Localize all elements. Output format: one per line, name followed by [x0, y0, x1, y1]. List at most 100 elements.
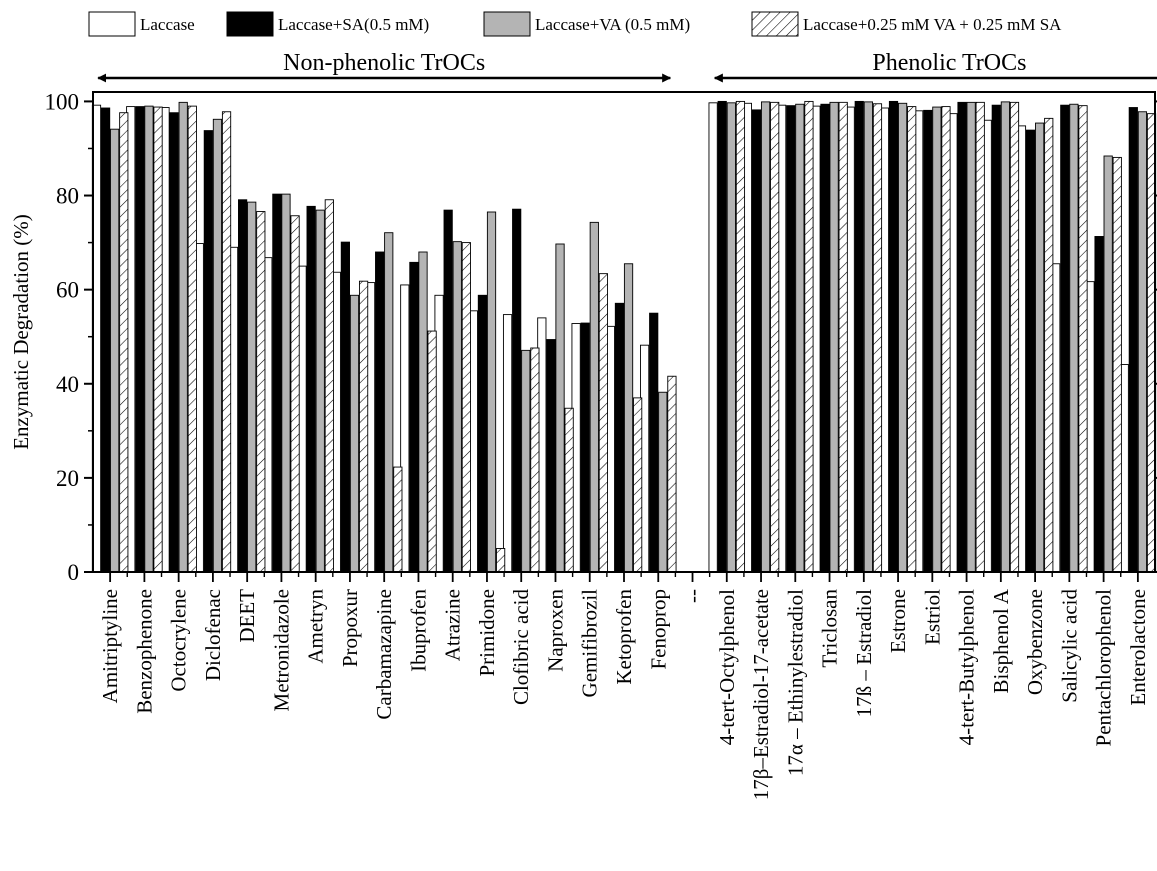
- bar-amitriptyline-laccase-0-25-mm-va-0-25-mm-sa: [119, 112, 129, 573]
- bar-4-tert-butylphenol-laccase-sa-0-5-mm: [957, 101, 967, 573]
- bar-primidone-laccase-va-0-5-mm: [486, 211, 497, 573]
- legend-swatch-laccase-sa-0-5-mm: [226, 11, 274, 37]
- bar-salicylic-acid-laccase-0-25-mm-va-0-25-mm-sa: [1078, 105, 1088, 573]
- bar-pentachlorophenol-laccase-0-25-mm-va-0-25-mm-sa: [1112, 156, 1122, 573]
- bar-17-ethinylestradiol-laccase-0-25-mm-va-0-25-mm-sa: [804, 100, 814, 573]
- x-tick-label-bisphenol-a: Bisphenol A: [989, 588, 1013, 693]
- bar-benzophenone-laccase-0-25-mm-va-0-25-mm-sa: [153, 106, 163, 573]
- bar-4-tert-octylphenol-laccase-va-0-5-mm: [726, 102, 736, 573]
- bar-primidone-laccase-0-25-mm-va-0-25-mm-sa: [496, 548, 506, 573]
- legend-label-laccase-sa-0-5-mm: Laccase+SA(0.5 mM): [278, 15, 429, 34]
- bar-salicylic-acid-laccase-sa-0-5-mm: [1060, 104, 1070, 573]
- bar-enterolactone-laccase-va-0-5-mm: [1137, 111, 1148, 573]
- bar-clofibric-acid-laccase-va-0-5-mm: [521, 349, 531, 573]
- bar-17-estradiol-laccase-0-25-mm-va-0-25-mm-sa: [872, 103, 883, 573]
- x-tick-label-atrazine: Atrazine: [441, 589, 465, 661]
- x-tick-label-pentachlorophenol: Pentachlorophenol: [1092, 589, 1116, 747]
- bar-fenoprop-laccase-va-0-5-mm: [658, 391, 668, 573]
- bar-ibuprofen-laccase-sa-0-5-mm: [409, 261, 419, 573]
- x-tick-label-clofibric-acid: Clofibric acid: [509, 589, 533, 706]
- bar-ketoprofen-laccase-va-0-5-mm: [623, 263, 634, 573]
- x-tick-label-primidone: Primidone: [475, 589, 499, 677]
- bar-naproxen-laccase-0-25-mm-va-0-25-mm-sa: [564, 407, 574, 573]
- bar-17-estradiol-17-acetate-laccase-va-0-5-mm: [760, 101, 771, 573]
- bar-bisphenol-a-laccase-va-0-5-mm: [1000, 101, 1010, 573]
- bar-amitriptyline-laccase-sa-0-5-mm: [100, 107, 111, 573]
- x-tick-label-amitriptyline: Amitriptyline: [98, 589, 122, 703]
- x-tick-label-17-estradiol: 17ß – Estradiol: [852, 589, 876, 717]
- bar-pentachlorophenol-laccase-sa-0-5-mm: [1094, 236, 1104, 573]
- x-tick-label-gemifibrozil: Gemifibrozil: [578, 589, 602, 698]
- bar-estriol-laccase-0-25-mm-va-0-25-mm-sa: [941, 106, 951, 573]
- bar-deet-laccase-0-25-mm-va-0-25-mm-sa: [256, 211, 266, 573]
- bar-diclofenac-laccase-0-25-mm-va-0-25-mm-sa: [221, 111, 232, 573]
- y-tick-label: 20: [56, 466, 79, 491]
- bar-ketoprofen-laccase-sa-0-5-mm: [614, 302, 625, 573]
- legend-swatch-laccase: [88, 11, 136, 37]
- bar-estrone-laccase-sa-0-5-mm: [888, 100, 899, 573]
- bar-naproxen-laccase-sa-0-5-mm: [546, 339, 556, 573]
- bar-17-estradiol-17-acetate-laccase-sa-0-5-mm: [751, 109, 762, 573]
- x-tick-label-enterolactone: Enterolactone: [1126, 589, 1150, 706]
- bar-salicylic-acid-laccase-va-0-5-mm: [1069, 103, 1079, 573]
- bar-triclosan-laccase-sa-0-5-mm: [820, 103, 830, 573]
- x-tick-label-oxybenzone: Oxybenzone: [1023, 589, 1047, 695]
- x-tick-label-17-estradiol-17-acetate: 17β–Estradiol-17-acetate: [749, 589, 773, 800]
- bar-fenoprop-laccase-sa-0-5-mm: [649, 312, 659, 573]
- bar-carbamazapine-laccase-0-25-mm-va-0-25-mm-sa: [393, 466, 403, 573]
- group-label-phenolic-trocs: Phenolic TrOCs: [872, 50, 1026, 76]
- x-tick-label-triclosan: Triclosan: [818, 589, 842, 668]
- y-tick-label: 40: [56, 372, 79, 397]
- y-tick-label: 100: [45, 89, 80, 114]
- bar-octocrylene-laccase-va-0-5-mm: [178, 101, 188, 573]
- bar-17-ethinylestradiol-laccase-sa-0-5-mm: [786, 105, 796, 573]
- bar-estriol-laccase-sa-0-5-mm: [923, 109, 933, 573]
- bar-gemifibrozil-laccase-va-0-5-mm: [589, 221, 599, 573]
- bar-metronidazole-laccase-0-25-mm-va-0-25-mm-sa: [290, 215, 300, 573]
- bar-oxybenzone-laccase-0-25-mm-va-0-25-mm-sa: [1044, 117, 1054, 573]
- y-axis-label: Enzymatic Degradation (%): [9, 214, 33, 450]
- x-tick-label-diclofenac: Diclofenac: [201, 589, 225, 681]
- group-label-non-phenolic-trocs: Non-phenolic TrOCs: [283, 50, 485, 76]
- legend-label-laccase-va-0-5-mm: Laccase+VA (0.5 mM): [535, 15, 690, 34]
- x-tick-label-naproxen: Naproxen: [543, 589, 567, 672]
- bar-atrazine-laccase-va-0-5-mm: [452, 241, 462, 573]
- bar-17-estradiol-laccase-sa-0-5-mm: [854, 100, 864, 573]
- bar-17-estradiol-laccase-va-0-5-mm: [863, 101, 873, 573]
- bar-gemifibrozil-laccase-0-25-mm-va-0-25-mm-sa: [598, 273, 608, 573]
- bar-triclosan-laccase-va-0-5-mm: [829, 101, 839, 573]
- bar-benzophenone-laccase-sa-0-5-mm: [135, 106, 145, 573]
- bar-estriol-laccase-va-0-5-mm: [932, 106, 942, 573]
- legend-swatch-laccase-va-0-5-mm: [483, 11, 531, 37]
- bar-octocrylene-laccase-sa-0-5-mm: [169, 112, 179, 573]
- legend-label-laccase-0-25-mm-va-0-25-mm-sa: Laccase+0.25 mM VA + 0.25 mM SA: [803, 15, 1062, 34]
- bar-naproxen-laccase-va-0-5-mm: [555, 243, 565, 573]
- bar-ametryn-laccase-0-25-mm-va-0-25-mm-sa: [324, 199, 334, 573]
- bar-benzophenone-laccase-va-0-5-mm: [144, 105, 154, 573]
- legend-swatch-laccase-0-25-mm-va-0-25-mm-sa: [751, 11, 799, 37]
- bar-ametryn-laccase-sa-0-5-mm: [306, 205, 316, 573]
- bar-atrazine-laccase-sa-0-5-mm: [443, 209, 453, 573]
- x-tick-label-carbamazapine: Carbamazapine: [372, 589, 396, 720]
- x-tick-label-ibuprofen: Ibuprofen: [406, 589, 430, 672]
- bar-enterolactone-laccase-sa-0-5-mm: [1128, 107, 1138, 573]
- bar-clofibric-acid-laccase-sa-0-5-mm: [512, 208, 522, 573]
- bar-atrazine-laccase-0-25-mm-va-0-25-mm-sa: [461, 242, 471, 573]
- group-annotations: Non-phenolic TrOCs Phenolic TrOCs: [97, 50, 1157, 83]
- legend-label-laccase: Laccase: [140, 15, 195, 34]
- bar-metronidazole-laccase-sa-0-5-mm: [272, 193, 282, 573]
- bar-metronidazole-laccase-va-0-5-mm: [281, 193, 291, 573]
- x-tick-label-blank: --: [681, 589, 705, 603]
- bar-17-estradiol-17-acetate-laccase-0-25-mm-va-0-25-mm-sa: [770, 101, 780, 573]
- bar-deet-laccase-va-0-5-mm: [247, 201, 257, 573]
- bar-octocrylene-laccase-0-25-mm-va-0-25-mm-sa: [187, 105, 197, 573]
- bar-carbamazapine-laccase-va-0-5-mm: [384, 232, 394, 573]
- bar-clofibric-acid-laccase-0-25-mm-va-0-25-mm-sa: [530, 347, 540, 573]
- y-tick-label: 60: [56, 278, 79, 303]
- bar-carbamazapine-laccase-sa-0-5-mm: [375, 251, 385, 573]
- x-tick-label-ketoprofen: Ketoprofen: [612, 589, 636, 685]
- bar-pentachlorophenol-laccase-va-0-5-mm: [1103, 155, 1113, 573]
- bar-estrone-laccase-va-0-5-mm: [898, 102, 908, 573]
- bar-primidone-laccase-sa-0-5-mm: [477, 294, 488, 573]
- y-axis-title: Enzymatic Degradation (%): [9, 214, 33, 450]
